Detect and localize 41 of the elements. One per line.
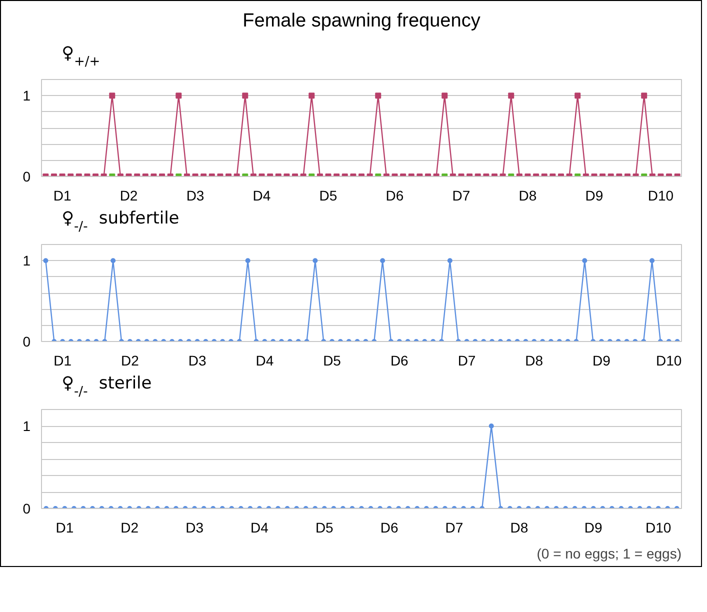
x-tick-label: D10 — [645, 520, 672, 536]
x-tick-label: D9 — [585, 188, 604, 204]
x-tick-label: D2 — [120, 188, 138, 204]
x-tick-label: D1 — [53, 188, 72, 204]
x-tick-label: D3 — [186, 188, 204, 204]
x-tick-label: D4 — [256, 352, 274, 368]
y-tick-label: 0 — [22, 334, 31, 350]
x-tick-label: D10 — [656, 352, 682, 368]
x-tick-label: D6 — [380, 520, 398, 536]
x-tick-label: D2 — [120, 352, 140, 368]
x-tick-label: D7 — [445, 520, 464, 536]
x-tick-label: D8 — [525, 352, 544, 368]
x-tick-label: D8 — [518, 188, 537, 204]
y-tick-label: 1 — [22, 88, 31, 104]
x-tick-label: D8 — [510, 520, 528, 536]
x-tick-label: D7 — [458, 352, 476, 368]
x-tick-label: D6 — [386, 188, 404, 204]
x-tick-label: D10 — [648, 188, 674, 204]
x-tick-label: D4 — [250, 520, 269, 536]
x-tick-label: D6 — [390, 352, 409, 368]
text: (0 = no eggs; 1 = eggs) — [536, 546, 682, 562]
chart-title: Female spawning frequency — [242, 10, 481, 32]
x-tick-label: D9 — [584, 520, 603, 536]
x-tick-label: D4 — [252, 188, 271, 204]
x-tick-label: D7 — [452, 188, 470, 204]
x-tick-label: D9 — [592, 352, 611, 368]
x-tick-label: D5 — [319, 188, 338, 204]
chart-subtitle: ♀-/- subfertile — [62, 208, 180, 234]
x-tick-label: D5 — [323, 352, 342, 368]
y-tick-label: 1 — [22, 418, 31, 434]
chart-subtitle: ♀-/- sterile — [62, 374, 152, 400]
x-tick-label: D3 — [188, 352, 206, 368]
y-tick-label: 1 — [22, 252, 31, 269]
x-tick-label: D1 — [54, 352, 72, 368]
y-tick-label: 0 — [22, 500, 31, 516]
x-tick-label: D2 — [120, 520, 139, 536]
x-tick-label: D3 — [186, 520, 204, 536]
x-tick-label: D5 — [315, 520, 334, 536]
chart-subtitle: ♀+/+ — [62, 44, 100, 70]
x-tick-label: D1 — [56, 520, 74, 536]
y-tick-label: 0 — [22, 168, 31, 184]
